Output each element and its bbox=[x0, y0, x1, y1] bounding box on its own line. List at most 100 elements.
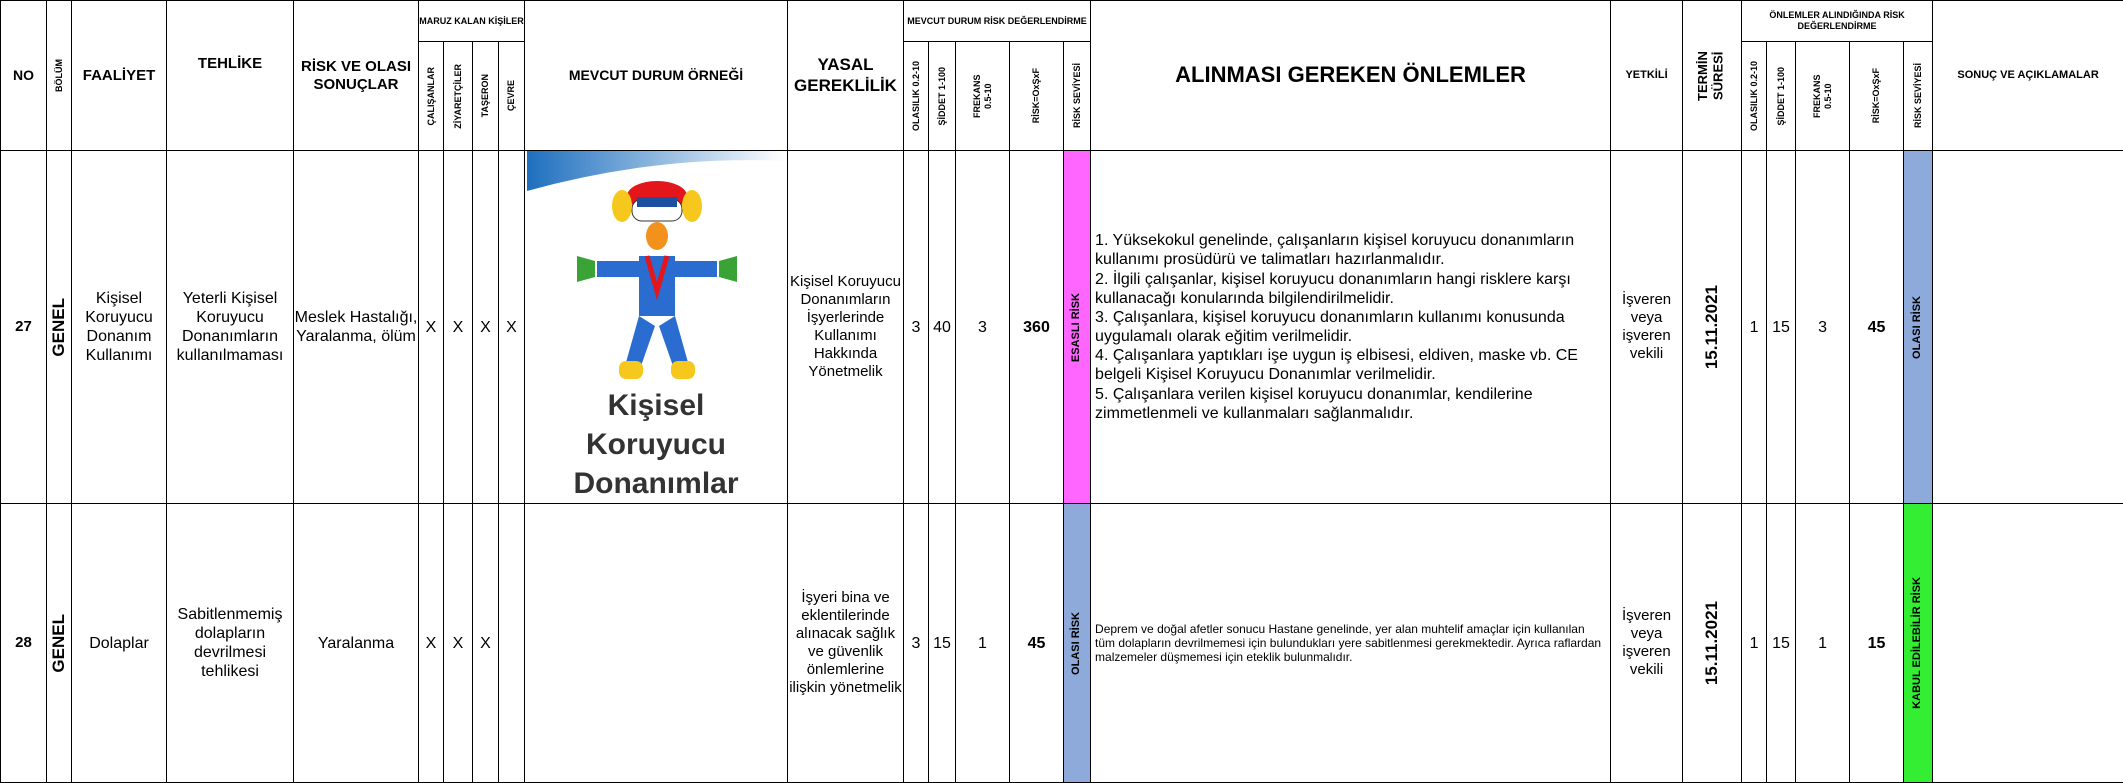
measure-text: Deprem ve doğal afetler sonucu Hastane g… bbox=[1095, 622, 1606, 665]
cell: GENEL bbox=[47, 151, 72, 504]
cell: İşveren veya işveren vekili bbox=[1611, 504, 1683, 783]
cell: 1. Yüksekokul genelinde, çalışanların ki… bbox=[1091, 151, 1611, 504]
cell: Kişisel Koruyucu Donanım Kullanımı bbox=[72, 151, 167, 504]
header-text: ZİYARETÇİLER bbox=[453, 64, 464, 129]
cell: 1 bbox=[1742, 504, 1767, 783]
vertical-text: OLASI RİSK bbox=[1911, 296, 1924, 359]
vertical-text: OLASI RİSK bbox=[1070, 612, 1083, 675]
cell: X bbox=[473, 504, 499, 783]
cell: 15 bbox=[929, 504, 956, 783]
cell: 1 bbox=[956, 504, 1010, 783]
vertical-text: 15.11.2021 bbox=[1702, 601, 1722, 685]
header-text: OLASILIK 0.2-10 bbox=[911, 61, 922, 131]
cell: OLASI RİSK bbox=[1064, 504, 1091, 783]
header-cell: ÖNLEMLER ALINDIĞINDA RİSK DEĞERLENDİRME bbox=[1742, 1, 1933, 42]
header-cell: FAALİYET bbox=[72, 1, 167, 151]
cell: 45 bbox=[1010, 504, 1064, 783]
header-cell: RİSK=OxŞxF bbox=[1010, 42, 1064, 151]
cell: Yaralanma bbox=[294, 504, 419, 783]
header-cell: NO bbox=[1, 1, 47, 151]
header-cell: YASAL GEREKLİLİK bbox=[788, 1, 904, 151]
header-cell: OLASILIK 0.2-10 bbox=[904, 42, 929, 151]
header-cell: TAŞERON bbox=[473, 42, 499, 151]
vertical-text: KABUL EDİLEBİLİR RİSK bbox=[1911, 577, 1924, 709]
cell: 15.11.2021 bbox=[1683, 504, 1742, 783]
header-text: FREKANS 0.5-10 bbox=[972, 66, 994, 126]
cell: 15.11.2021 bbox=[1683, 151, 1742, 504]
cell: 360 bbox=[1010, 151, 1064, 504]
cell: OLASI RİSK bbox=[1904, 151, 1933, 504]
cell: X bbox=[444, 504, 473, 783]
header-cell: YETKİLİ bbox=[1611, 1, 1683, 151]
header-text: ÇALIŞANLAR bbox=[426, 67, 437, 126]
header-text: RİSK=OxŞxF bbox=[1871, 68, 1882, 123]
header-text: OLASILIK 0.2-10 bbox=[1749, 61, 1760, 131]
header-cell: OLASILIK 0.2-10 bbox=[1742, 42, 1767, 151]
cell: 45 bbox=[1850, 151, 1904, 504]
header-cell: ŞİDDET 1-100 bbox=[929, 42, 956, 151]
vertical-text: GENEL bbox=[49, 614, 69, 673]
vertical-text: ESASLI RİSK bbox=[1070, 293, 1083, 362]
vertical-text: GENEL bbox=[49, 298, 69, 357]
header-text: RİSK SEVİYESİ bbox=[1072, 63, 1083, 128]
cell bbox=[1933, 151, 2123, 504]
header-cell: TERMİN SÜRESİ bbox=[1683, 1, 1742, 151]
cell: X bbox=[473, 151, 499, 504]
header-cell: SONUÇ VE AÇIKLAMALAR bbox=[1933, 1, 2123, 151]
cell: Yeterli Kişisel Koruyucu Donanımların ku… bbox=[167, 151, 294, 504]
cell: Sabitlenmemiş dolapların devrilmesi tehl… bbox=[167, 504, 294, 783]
cell: 1 bbox=[1742, 151, 1767, 504]
cell: İşyeri bina ve eklentilerinde alınacak s… bbox=[788, 504, 904, 783]
cell: 3 bbox=[904, 504, 929, 783]
cell: 15 bbox=[1767, 504, 1796, 783]
vertical-text: 15.11.2021 bbox=[1702, 285, 1722, 369]
cell: 3 bbox=[956, 151, 1010, 504]
measure-text: 3. Çalışanlara, kişisel koruyucu donanım… bbox=[1095, 308, 1606, 346]
header-cell: MARUZ KALAN KİŞİLER bbox=[419, 1, 525, 42]
cell: 3 bbox=[1796, 151, 1850, 504]
header-cell: ŞİDDET 1-100 bbox=[1767, 42, 1796, 151]
cell: Kişisel Koruyucu Donanımlar bbox=[525, 151, 788, 504]
header-text: TERMİN SÜRESİ bbox=[1695, 41, 1729, 111]
header-text: TAŞERON bbox=[480, 74, 491, 117]
cell: X bbox=[419, 504, 444, 783]
header-text: RİSK SEVİYESİ bbox=[1913, 63, 1924, 128]
header-cell: BÖLÜM bbox=[47, 1, 72, 151]
cell: 40 bbox=[929, 151, 956, 504]
cell: X bbox=[444, 151, 473, 504]
header-cell: ÇALIŞANLAR bbox=[419, 42, 444, 151]
header-text: ÇEVRE bbox=[506, 80, 517, 111]
image-caption: Kişisel Koruyucu Donanımlar bbox=[525, 386, 787, 503]
cell bbox=[499, 504, 525, 783]
header-text: BÖLÜM bbox=[54, 59, 65, 92]
cell: 27 bbox=[1, 151, 47, 504]
measure-text: 4. Çalışanlara yaptıkları işe uygun iş e… bbox=[1095, 346, 1606, 384]
cell: Deprem ve doğal afetler sonucu Hastane g… bbox=[1091, 504, 1611, 783]
header-cell: FREKANS 0.5-10 bbox=[956, 42, 1010, 151]
cell bbox=[525, 504, 788, 783]
header-cell: ALINMASI GEREKEN ÖNLEMLER bbox=[1091, 1, 1611, 151]
measure-text: 5. Çalışanlara verilen kişisel koruyucu … bbox=[1095, 385, 1606, 423]
header-cell: MEVCUT DURUM RİSK DEĞERLENDİRME bbox=[904, 1, 1091, 42]
cell: 1 bbox=[1796, 504, 1850, 783]
header-cell: RİSK SEVİYESİ bbox=[1904, 42, 1933, 151]
cell: İşveren veya işveren vekili bbox=[1611, 151, 1683, 504]
header-cell: RİSK SEVİYESİ bbox=[1064, 42, 1091, 151]
header-cell: ÇEVRE bbox=[499, 42, 525, 151]
cell: Dolaplar bbox=[72, 504, 167, 783]
cell: X bbox=[419, 151, 444, 504]
header-text: RİSK=OxŞxF bbox=[1031, 68, 1042, 123]
cell: Meslek Hastalığı, Yaralanma, ölüm bbox=[294, 151, 419, 504]
header-cell: RİSK VE OLASI SONUÇLAR bbox=[294, 1, 419, 151]
cell: 15 bbox=[1850, 504, 1904, 783]
header-cell: FREKANS 0.5-10 bbox=[1796, 42, 1850, 151]
ppe-illustration bbox=[527, 151, 785, 381]
header-cell: ZİYARETÇİLER bbox=[444, 42, 473, 151]
header-cell: TEHLİKE bbox=[167, 1, 294, 151]
cell: Kişisel Koruyucu Donanımların İşyerlerin… bbox=[788, 151, 904, 504]
measure-text: 1. Yüksekokul genelinde, çalışanların ki… bbox=[1095, 231, 1606, 269]
cell: 15 bbox=[1767, 151, 1796, 504]
